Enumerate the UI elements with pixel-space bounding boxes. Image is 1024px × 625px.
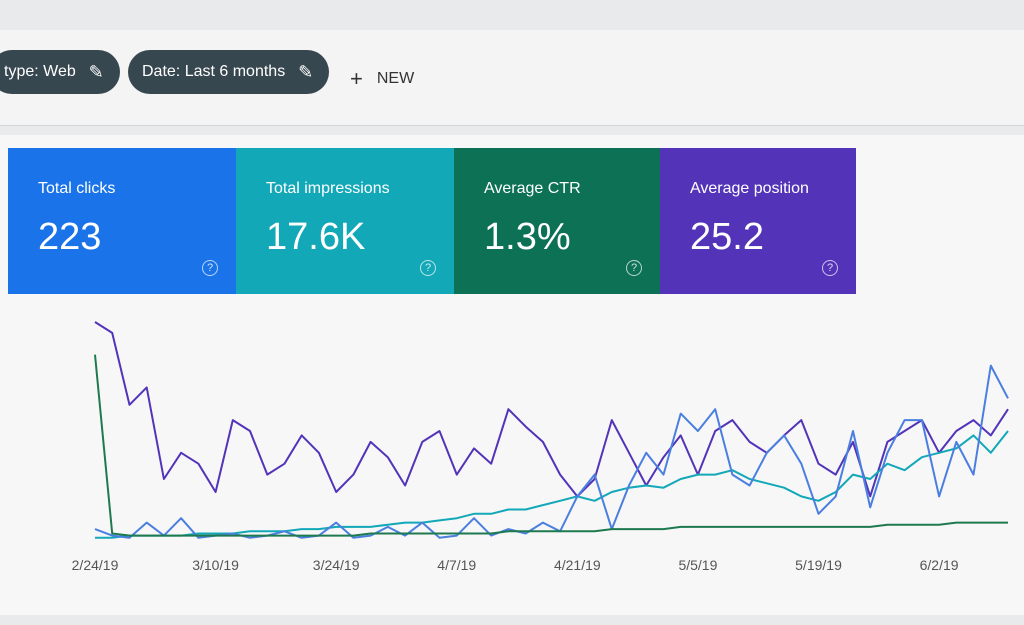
series-line: [94, 321, 1009, 498]
help-icon: ?: [822, 260, 838, 276]
x-tick-label: 6/2/19: [920, 557, 959, 573]
metric-label: Total clicks: [38, 180, 116, 197]
metric-value: 25.2: [690, 216, 764, 258]
filter-chip[interactable]: Date: Last 6 months: [128, 50, 330, 94]
x-tick-label: 4/21/19: [554, 557, 601, 573]
x-tick-label: 2/24/19: [72, 557, 119, 573]
x-tick-label: 4/7/19: [437, 557, 476, 573]
series-line: [94, 364, 1009, 539]
metric-card[interactable]: Total clicks 223?: [8, 148, 236, 294]
new-label: NEW: [376, 70, 415, 87]
new-button[interactable]: + NEW: [350, 66, 414, 92]
metric-label: Total impressions: [266, 180, 390, 197]
x-tick-label: 5/5/19: [678, 557, 717, 573]
filter-chip[interactable]: type: Web: [0, 50, 120, 94]
metric-card[interactable]: Average CTR 1.3%?: [454, 148, 660, 294]
series-line: [95, 430, 1009, 539]
chart: 2/24/19 3/10/19 3/24/19 4/7/19 4/21/19 5/5/19…: [72, 321, 1009, 573]
metric-value: 223: [38, 216, 102, 258]
metric-value: 1.3%: [484, 216, 571, 258]
help-icon: ?: [202, 260, 218, 276]
metric-label: Average CTR: [484, 180, 581, 197]
metric-value: 17.6K: [266, 216, 366, 258]
metric-card[interactable]: Average position 25.2?: [660, 148, 856, 294]
x-tick-label: 5/19/19: [795, 557, 842, 573]
plus-icon: +: [350, 66, 363, 91]
help-icon: ?: [420, 260, 436, 276]
x-tick-label: 3/24/19: [313, 557, 360, 573]
metric-card[interactable]: Total impressions 17.6K?: [236, 148, 454, 294]
help-icon: ?: [626, 260, 642, 276]
series-line: [94, 354, 1008, 537]
metric-label: Average position: [690, 180, 809, 197]
x-tick-label: 3/10/19: [192, 557, 239, 573]
